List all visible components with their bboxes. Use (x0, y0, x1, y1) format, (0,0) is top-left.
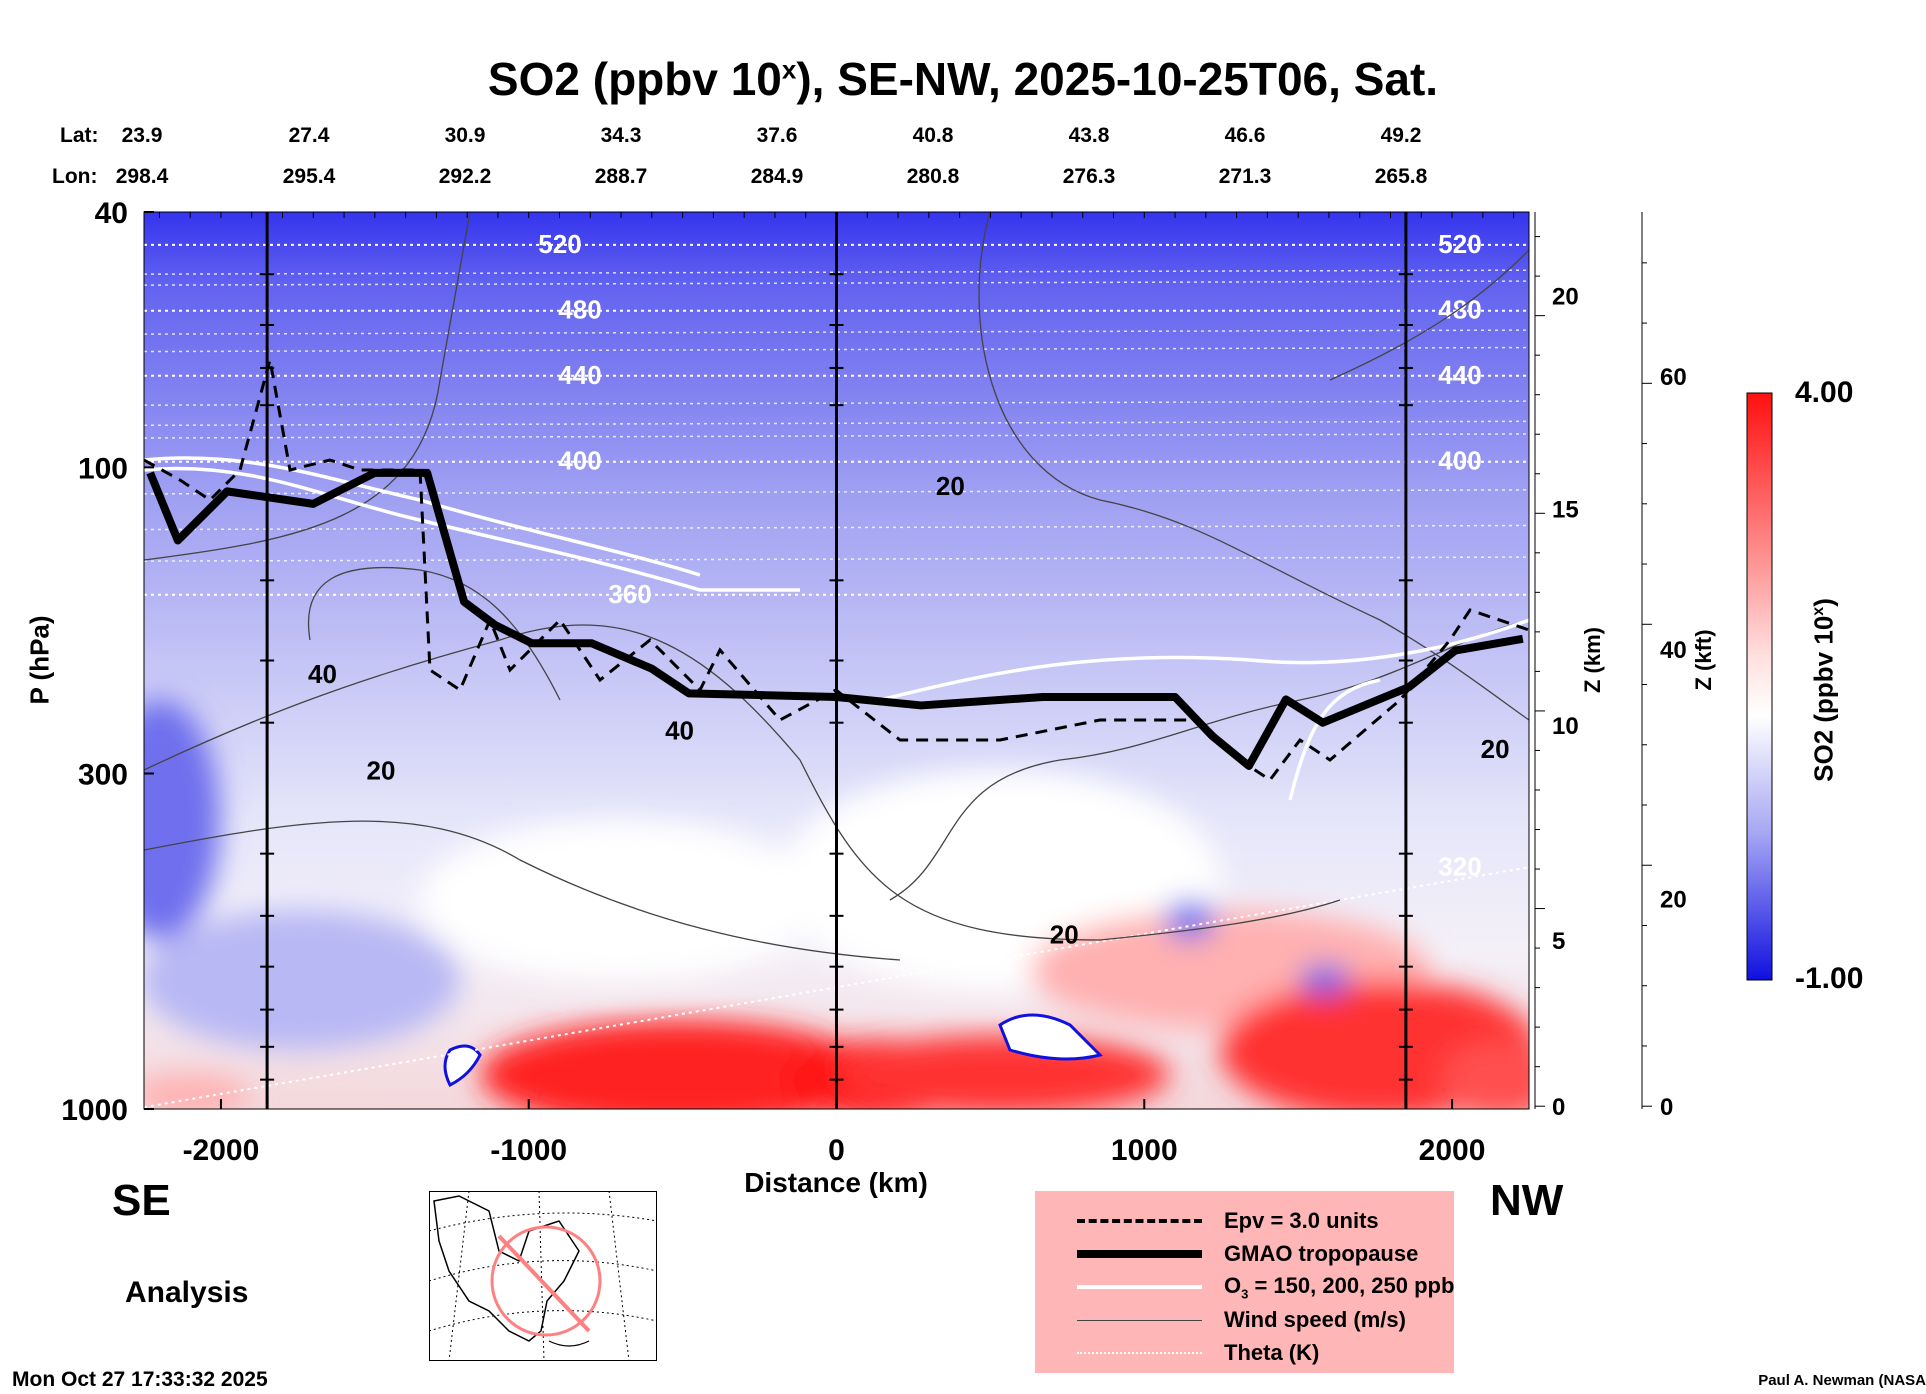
lat-value: 30.9 (444, 124, 486, 147)
lat-value: 46.6 (1224, 124, 1266, 147)
thin-line-icon (1077, 1319, 1202, 1321)
z-km-tick-label: 0 (1552, 1094, 1565, 1121)
z-kft-tick-label: 20 (1660, 887, 1687, 914)
x-axis-label: Distance (km) (744, 1167, 928, 1198)
x-tick-label: 0 (828, 1134, 845, 1167)
direction-nw: NW (1490, 1176, 1564, 1225)
dashed-line-icon (1077, 1219, 1202, 1223)
lon-value: 280.8 (906, 165, 960, 188)
lat-value: 37.6 (756, 124, 798, 147)
legend-item-epv: Epv = 3.0 units (1077, 1206, 1379, 1236)
legend-item-o3: O3 = 150, 200, 250 ppb (1077, 1272, 1454, 1302)
colorbar-max-label: 4.00 (1795, 376, 1854, 409)
lon-value: 265.8 (1374, 165, 1428, 188)
legend: Epv = 3.0 units GMAO tropopause O3 = 150… (1035, 1191, 1454, 1373)
legend-item-tropopause: GMAO tropopause (1077, 1239, 1418, 1269)
lon-value: 298.4 (115, 165, 169, 188)
colorbar-min-label: -1.00 (1795, 962, 1864, 995)
x-tick-label: -2000 (183, 1134, 260, 1167)
lat-value: 27.4 (288, 124, 330, 147)
legend-item-wind: Wind speed (m/s) (1077, 1305, 1406, 1335)
wind-labels: 20 40 20 40 20 20 (308, 471, 1510, 950)
tropopause-polyline (146, 468, 1524, 770)
lat-value: 34.3 (600, 124, 642, 147)
z-kft-tick-label: 40 (1660, 637, 1687, 664)
colorbar-label: SO2 (ppbv 10x) (1808, 598, 1839, 782)
epv-contour (144, 359, 1529, 783)
section-path (497, 1234, 591, 1333)
theta-label: 440 (1438, 360, 1481, 390)
z-kft-tick-label: 0 (1660, 1094, 1673, 1121)
locator-map (429, 1191, 657, 1361)
lat-value: 40.8 (912, 124, 954, 147)
z-kft-label: Z (kft) (1691, 629, 1716, 691)
theta-label: 480 (558, 295, 601, 325)
lat-value: 43.8 (1068, 124, 1110, 147)
y-axis-label: P (hPa) (24, 615, 55, 705)
lon-value: 295.4 (282, 165, 336, 188)
theta-label: 320 (1438, 851, 1481, 881)
lon-value: 276.3 (1062, 165, 1116, 188)
section-markers (260, 212, 1413, 1109)
theta-label: 480 (1438, 295, 1481, 325)
theta-label: 520 (1438, 229, 1481, 259)
chart-title: SO2 (ppbv 10x), SE-NW, 2025-10-25T06, Sa… (487, 53, 1439, 105)
axes: -2000 -1000 0 1000 2000 40 100 300 1000 20 15 10 5 0 6… (61, 197, 1686, 1167)
y-tick-label: 300 (78, 758, 128, 791)
analysis-label: Analysis (125, 1276, 249, 1309)
z-km-tick-label: 15 (1552, 497, 1579, 524)
wind-speed-label: 20 (367, 756, 396, 786)
z-km-tick-label: 10 (1552, 713, 1579, 740)
z-kft-tick-label: 60 (1660, 364, 1687, 391)
theta-label: 440 (558, 360, 601, 390)
z-km-tick-label: 20 (1552, 284, 1579, 311)
lat-value: 23.9 (121, 124, 163, 147)
wind-contours (144, 212, 1529, 961)
lon-value: 284.9 (750, 165, 804, 188)
lon-value: 292.2 (438, 165, 492, 188)
z-km-tick-label: 5 (1552, 928, 1565, 955)
y-tick-label: 1000 (61, 1094, 128, 1127)
wind-speed-label: 20 (1050, 920, 1079, 950)
x-tick-label: -1000 (490, 1134, 567, 1167)
lon-label: Lon: (52, 165, 98, 188)
y-tick-label: 100 (78, 452, 128, 485)
z-km-label: Z (km) (1580, 627, 1605, 693)
lon-value: 271.3 (1218, 165, 1272, 188)
credit: Paul A. Newman (NASA (1758, 1372, 1926, 1389)
direction-se: SE (112, 1176, 171, 1225)
coastline (433, 1195, 580, 1342)
timestamp: Mon Oct 27 17:33:32 2025 (12, 1368, 268, 1391)
dotted-line-icon (1077, 1352, 1202, 1354)
wind-speed-label: 20 (936, 471, 965, 501)
theta-label: 520 (538, 229, 581, 259)
colorbar (1746, 392, 1773, 981)
theta-label: 400 (558, 446, 601, 476)
x-tick-label: 2000 (1419, 1134, 1486, 1167)
wind-speed-label: 40 (665, 715, 694, 745)
section-circle (490, 1225, 602, 1337)
legend-item-theta: Theta (K) (1077, 1338, 1319, 1368)
lat-label: Lat: (60, 124, 99, 147)
lat-value: 49.2 (1380, 124, 1422, 147)
thick-line-icon (1077, 1250, 1202, 1258)
wind-speed-label: 40 (308, 659, 337, 689)
y-tick-label: 40 (95, 197, 128, 230)
wind-speed-label: 20 (1481, 734, 1510, 764)
tropopause-line (146, 468, 1524, 770)
theta-label: 360 (608, 579, 651, 609)
white-line-icon (1077, 1285, 1202, 1289)
lon-value: 288.7 (594, 165, 648, 188)
theta-label: 400 (1438, 446, 1481, 476)
x-tick-label: 1000 (1111, 1134, 1178, 1167)
